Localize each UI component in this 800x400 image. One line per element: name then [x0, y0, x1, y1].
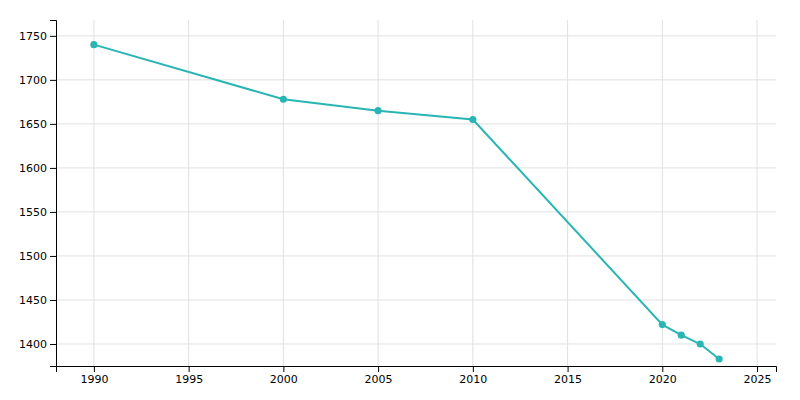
grid	[56, 20, 776, 366]
grid-line-y	[56, 211, 776, 212]
data-layer	[90, 41, 722, 362]
x-tick: 1990	[80, 366, 108, 386]
grid-line-x	[757, 20, 758, 366]
y-tick-label: 1450	[19, 294, 47, 307]
x-tick: 1995	[175, 366, 203, 386]
grid-line-y	[56, 35, 776, 36]
marker	[375, 107, 382, 114]
x-tick-label: 2025	[744, 373, 772, 386]
y-tick-label: 1600	[19, 162, 47, 175]
marker	[90, 41, 97, 48]
y-tick: 1400	[19, 338, 56, 351]
y-tick-label: 1400	[19, 338, 47, 351]
grid-line-x	[662, 20, 663, 366]
marker	[659, 321, 666, 328]
x-tick: 2020	[649, 366, 677, 386]
marker	[280, 96, 287, 103]
x-tick-label: 1990	[80, 373, 108, 386]
y-tick-mark	[50, 124, 56, 125]
x-tick: 2015	[554, 366, 582, 386]
marker	[716, 355, 723, 362]
y-tick: 1550	[19, 206, 56, 219]
x-tick: 2005	[365, 366, 393, 386]
x-tick-label: 2010	[459, 373, 487, 386]
x-tick-mark	[757, 366, 758, 372]
grid-line-y	[56, 343, 776, 344]
grid-line-y	[56, 255, 776, 256]
y-tick-label: 1650	[19, 118, 47, 131]
x-tick-label: 2020	[649, 373, 677, 386]
x-tick: 2000	[270, 366, 298, 386]
marker	[678, 332, 685, 339]
y-tick-mark	[50, 168, 56, 169]
grid-line-y	[56, 123, 776, 124]
y-tick: 1450	[19, 294, 56, 307]
y-tick-label: 1550	[19, 206, 47, 219]
y-tick-label: 1500	[19, 250, 47, 263]
grid-line-x	[93, 20, 94, 366]
y-axis: 1400 1450 1500 1550 1600 1650 1700 1750	[19, 21, 57, 367]
x-tick-mark	[473, 366, 474, 372]
x-tick: 2025	[744, 366, 772, 386]
grid-line-y	[56, 299, 776, 300]
x-tick-label: 1995	[175, 373, 203, 386]
x-tick-mark	[568, 366, 569, 372]
x-axis: 1990 1995 2000 2005 2010 2015 2020 2025	[57, 366, 777, 386]
y-tick-label: 1750	[19, 30, 47, 43]
x-tick-label: 2000	[270, 373, 298, 386]
x-tick-label: 2005	[365, 373, 393, 386]
x-tick-mark	[662, 366, 663, 372]
y-tick-mark	[50, 344, 56, 345]
chart-svg: 1990 1995 2000 2005 2010 2015 2020 2025 1400 1450…	[0, 0, 800, 400]
x-tick-mark	[189, 366, 190, 372]
chart-container: 1990 1995 2000 2005 2010 2015 2020 2025 1400 1450…	[0, 0, 800, 400]
x-tick-label: 2015	[554, 373, 582, 386]
grid-line-x	[567, 20, 568, 366]
marker	[469, 116, 476, 123]
grid-line-x	[378, 20, 379, 366]
x-tick: 2010	[459, 366, 487, 386]
grid-line-x	[283, 20, 284, 366]
y-tick-mark	[50, 300, 56, 301]
grid-line-y	[56, 167, 776, 168]
y-tick-mark	[50, 256, 56, 257]
x-tick-mark	[94, 366, 95, 372]
y-tick-label: 1700	[19, 74, 47, 87]
y-tick-mark	[50, 36, 56, 37]
marker	[697, 340, 704, 347]
grid-line-x	[472, 20, 473, 366]
y-tick: 1600	[19, 162, 56, 175]
y-tick-mark	[50, 80, 56, 81]
y-tick: 1700	[19, 74, 56, 87]
y-axis-line	[50, 21, 57, 367]
line	[94, 45, 719, 359]
plot-area: 1990 1995 2000 2005 2010 2015 2020 2025 1400 1450…	[19, 20, 777, 386]
y-tick: 1500	[19, 250, 56, 263]
y-tick-mark	[50, 212, 56, 213]
x-axis-line	[57, 367, 777, 373]
grid-line-y	[56, 79, 776, 80]
y-tick: 1750	[19, 30, 56, 43]
x-tick-mark	[378, 366, 379, 372]
y-tick: 1650	[19, 118, 56, 131]
x-tick-mark	[283, 366, 284, 372]
